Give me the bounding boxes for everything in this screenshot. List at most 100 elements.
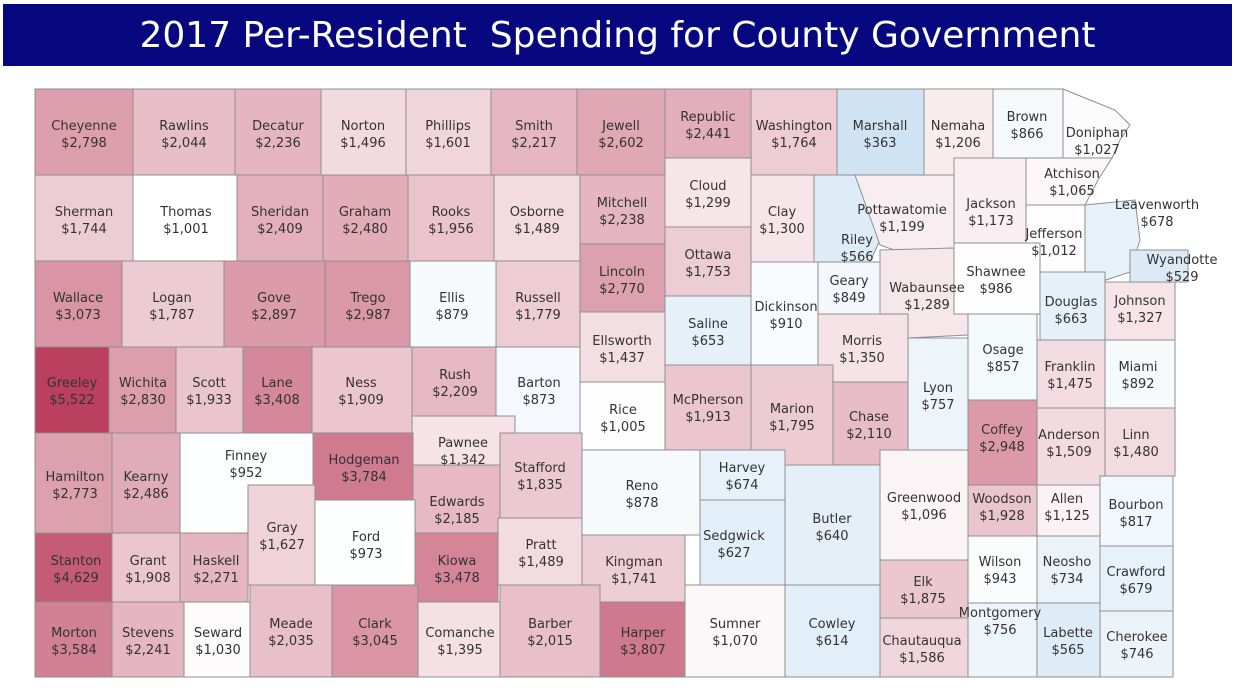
county-value-meade: $2,035 xyxy=(268,634,314,649)
county-value-stafford: $1,835 xyxy=(517,478,563,493)
county-value-coffey: $2,948 xyxy=(979,440,1025,455)
county-name-elk: Elk xyxy=(913,575,933,590)
county-name-ness: Ness xyxy=(345,376,376,391)
county-value-ford: $973 xyxy=(349,547,382,562)
county-value-seward: $1,030 xyxy=(195,643,241,658)
county-name-rush: Rush xyxy=(439,368,471,383)
county-name-norton: Norton xyxy=(341,119,385,134)
county-name-phillips: Phillips xyxy=(425,119,471,134)
county-value-greenwood: $1,096 xyxy=(901,508,947,523)
county-value-wabaunsee: $1,289 xyxy=(904,298,950,313)
county-value-butler: $640 xyxy=(815,529,848,544)
county-name-woodson: Woodson xyxy=(972,492,1031,507)
county-name-harvey: Harvey xyxy=(719,461,766,476)
county-name-cherokee: Cherokee xyxy=(1106,630,1167,645)
county-name-greeley: Greeley xyxy=(47,376,98,391)
county-linn[interactable] xyxy=(1104,407,1176,477)
county-value-reno: $878 xyxy=(625,496,658,511)
county-name-marion: Marion xyxy=(770,402,814,417)
county-name-seward: Seward xyxy=(194,626,242,641)
county-cherokee[interactable] xyxy=(1099,610,1174,678)
county-value-gove: $2,897 xyxy=(251,308,297,323)
county-name-wabaunsee: Wabaunsee xyxy=(889,281,964,296)
county-value-geary: $849 xyxy=(832,291,865,306)
county-value-rawlins: $2,044 xyxy=(161,136,207,151)
county-value-barber: $2,015 xyxy=(527,634,573,649)
county-value-cherokee: $746 xyxy=(1120,647,1153,662)
county-name-bourbon: Bourbon xyxy=(1109,498,1164,513)
county-name-greenwood: Greenwood xyxy=(887,491,961,506)
county-value-washington: $1,764 xyxy=(771,136,817,151)
county-value-barton: $873 xyxy=(522,393,555,408)
county-value-hamilton: $2,773 xyxy=(52,487,98,502)
county-name-doniphan: Doniphan xyxy=(1066,126,1129,141)
county-value-scott: $1,933 xyxy=(186,393,232,408)
county-name-wilson: Wilson xyxy=(979,555,1022,570)
county-value-wyandotte: $529 xyxy=(1165,270,1198,285)
county-name-mitchell: Mitchell xyxy=(597,196,648,211)
county-name-atchison: Atchison xyxy=(1044,167,1100,182)
county-value-wilson: $943 xyxy=(983,572,1016,587)
county-name-harper: Harper xyxy=(621,626,666,641)
county-name-miami: Miami xyxy=(1118,360,1157,375)
county-name-dickinson: Dickinson xyxy=(754,300,817,315)
county-value-clay: $1,300 xyxy=(759,222,805,237)
county-value-sumner: $1,070 xyxy=(712,634,758,649)
county-value-harper: $3,807 xyxy=(620,643,666,658)
county-name-wallace: Wallace xyxy=(53,291,103,306)
county-value-anderson: $1,509 xyxy=(1046,445,1092,460)
county-value-ness: $1,909 xyxy=(338,393,384,408)
county-name-clark: Clark xyxy=(358,617,392,632)
county-name-lyon: Lyon xyxy=(923,381,953,396)
county-name-crawford: Crawford xyxy=(1107,565,1166,580)
county-name-jefferson: Jefferson xyxy=(1024,227,1082,242)
county-value-morton: $3,584 xyxy=(51,643,97,658)
county-value-mitchell: $2,238 xyxy=(599,213,645,228)
county-value-sedgwick: $627 xyxy=(717,546,750,561)
county-name-brown: Brown xyxy=(1007,110,1048,125)
county-value-allen: $1,125 xyxy=(1044,509,1090,524)
county-value-thomas: $1,001 xyxy=(163,222,209,237)
county-value-labette: $565 xyxy=(1051,643,1084,658)
county-name-chase: Chase xyxy=(849,410,889,425)
county-name-grant: Grant xyxy=(130,554,167,569)
county-name-stafford: Stafford xyxy=(514,461,566,476)
county-name-stanton: Stanton xyxy=(51,554,102,569)
county-name-trego: Trego xyxy=(349,291,385,306)
county-value-harvey: $674 xyxy=(725,478,758,493)
county-value-rush: $2,209 xyxy=(432,385,478,400)
county-name-rooks: Rooks xyxy=(432,205,471,220)
county-value-marshall: $363 xyxy=(863,136,896,151)
county-name-rawlins: Rawlins xyxy=(159,119,209,134)
county-value-edwards: $2,185 xyxy=(434,512,480,527)
map-title: 2017 Per-Resident Spending for County Go… xyxy=(3,4,1232,66)
county-name-leavenworth: Leavenworth xyxy=(1115,198,1199,213)
county-name-wyandotte: Wyandotte xyxy=(1147,253,1218,268)
county-value-atchison: $1,065 xyxy=(1049,184,1095,199)
county-name-montgomery: Montgomery xyxy=(959,606,1042,621)
county-value-norton: $1,496 xyxy=(340,136,386,151)
county-name-marshall: Marshall xyxy=(853,119,908,134)
county-value-decatur: $2,236 xyxy=(255,136,301,151)
county-atchison[interactable] xyxy=(1025,157,1113,206)
county-value-doniphan: $1,027 xyxy=(1074,143,1120,158)
county-name-thomas: Thomas xyxy=(159,205,212,220)
county-value-hodgeman: $3,784 xyxy=(341,470,387,485)
county-name-allen: Allen xyxy=(1051,492,1083,507)
county-name-haskell: Haskell xyxy=(193,554,240,569)
county-value-crawford: $679 xyxy=(1119,582,1152,597)
county-value-ellsworth: $1,437 xyxy=(599,351,645,366)
county-name-smith: Smith xyxy=(515,119,553,134)
county-wyandotte[interactable] xyxy=(1129,249,1189,283)
county-name-reno: Reno xyxy=(626,479,659,494)
county-name-russell: Russell xyxy=(515,291,560,306)
county-name-stevens: Stevens xyxy=(122,626,174,641)
county-value-johnson: $1,327 xyxy=(1117,311,1163,326)
county-name-jewell: Jewell xyxy=(601,119,640,134)
county-value-sheridan: $2,409 xyxy=(257,222,303,237)
county-name-kearny: Kearny xyxy=(124,470,169,485)
county-value-neosho: $734 xyxy=(1050,572,1083,587)
county-name-meade: Meade xyxy=(269,617,312,632)
county-name-mcpherson: McPherson xyxy=(673,393,744,408)
